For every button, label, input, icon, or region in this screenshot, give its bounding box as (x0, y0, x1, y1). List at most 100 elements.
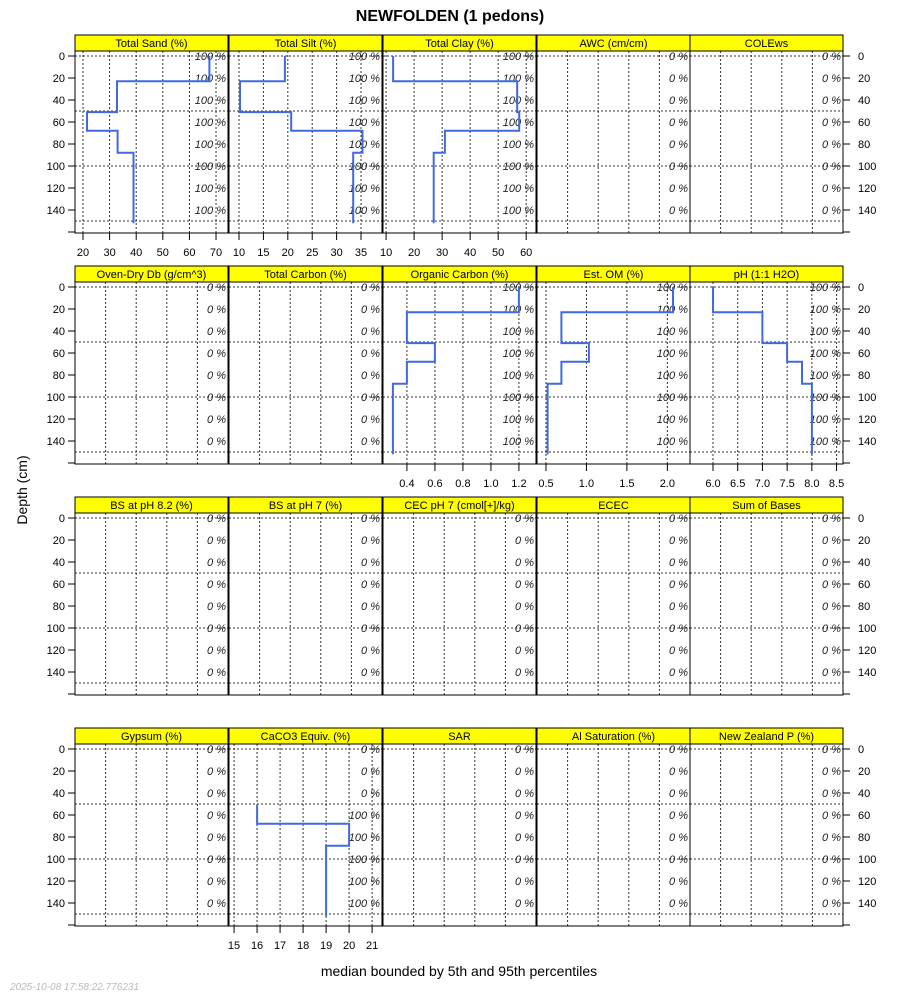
y-tick-label: 60 (53, 117, 65, 129)
y-tick-label: 40 (53, 326, 65, 338)
percent-label: 0 % (207, 513, 226, 525)
percent-label: 100 % (657, 436, 688, 448)
percent-label: 0 % (361, 645, 380, 657)
x-tick-label: 60 (520, 247, 532, 259)
percent-label: 0 % (669, 623, 688, 635)
y-tick-label: 80 (858, 139, 870, 151)
percent-label: 0 % (207, 326, 226, 338)
panel-frame (228, 512, 383, 696)
percent-label: 0 % (515, 898, 534, 910)
y-tick-label: 60 (53, 579, 65, 591)
percent-label: 0 % (669, 161, 688, 173)
percent-label: 0 % (515, 766, 534, 778)
panel-frame (74, 512, 229, 696)
percent-label: 0 % (669, 667, 688, 679)
x-tick-label: 7.0 (755, 478, 770, 490)
percent-label: 0 % (669, 95, 688, 107)
panel-frame (536, 50, 691, 234)
panel-title: SAR (448, 731, 471, 743)
y-tick-label: 80 (858, 601, 870, 613)
panel: Total Clay (%) 10 20 30 40 50 60 100 % 100 % 100 … (380, 34, 537, 259)
percent-label: 0 % (822, 535, 841, 547)
x-tick-label: 17 (274, 940, 286, 952)
percent-label: 0 % (515, 601, 534, 613)
percent-label: 0 % (207, 392, 226, 404)
y-tick-label: 140 (47, 898, 65, 910)
percent-label: 100 % (349, 854, 380, 866)
panel-frame (689, 281, 844, 465)
percent-label: 0 % (822, 876, 841, 888)
y-tick-label: 20 (53, 304, 65, 316)
y-tick-label: 120 (858, 183, 876, 195)
percent-label: 0 % (669, 832, 688, 844)
y-tick-label: 100 (47, 161, 65, 173)
panel-frame (382, 281, 537, 465)
y-tick-label: 140 (47, 436, 65, 448)
percent-label: 0 % (669, 51, 688, 63)
panel-title: ECEC (598, 500, 629, 512)
percent-label: 0 % (669, 854, 688, 866)
panel-title: AWC (cm/cm) (579, 38, 647, 50)
percent-label: 0 % (361, 557, 380, 569)
y-tick-label: 140 (858, 205, 876, 217)
y-tick-label: 140 (47, 205, 65, 217)
median-profile-line (239, 56, 364, 224)
percent-label: 0 % (515, 788, 534, 800)
percent-label: 0 % (207, 645, 226, 657)
percent-label: 0 % (361, 788, 380, 800)
panel-frame (74, 281, 229, 465)
x-tick-label: 21 (366, 940, 378, 952)
percent-label: 0 % (207, 810, 226, 822)
panel: New Zealand P (%) 0 % 0 % 0 % 0 % 0 % 0 % 0 % 0 … (689, 727, 876, 927)
y-tick-label: 40 (858, 95, 870, 107)
percent-label: 0 % (207, 766, 226, 778)
panel: Organic Carbon (%) 0.4 0.6 0.8 1.0 1.2 100 % 10… (382, 265, 537, 490)
percent-label: 0 % (207, 579, 226, 591)
percent-label: 0 % (822, 766, 841, 778)
x-tick-label: 0.5 (538, 478, 553, 490)
x-tick-label: 10 (380, 247, 392, 259)
y-tick-label: 100 (47, 623, 65, 635)
y-axis-label: Depth (cm) (14, 455, 30, 524)
panel-title: COLEws (745, 38, 789, 50)
percent-label: 100 % (503, 95, 534, 107)
percent-label: 0 % (361, 282, 380, 294)
percent-label: 100 % (349, 161, 380, 173)
median-profile-line (392, 56, 521, 224)
percent-label: 0 % (822, 854, 841, 866)
y-tick-label: 120 (47, 183, 65, 195)
y-tick-label: 0 (59, 744, 65, 756)
percent-label: 0 % (361, 623, 380, 635)
x-tick-label: 0.6 (427, 478, 442, 490)
percent-label: 0 % (515, 645, 534, 657)
percent-label: 100 % (810, 348, 841, 360)
percent-label: 0 % (207, 744, 226, 756)
x-tick-label: 8.0 (804, 478, 819, 490)
percent-label: 0 % (207, 667, 226, 679)
percent-label: 0 % (361, 436, 380, 448)
panel-frame (228, 281, 383, 465)
percent-label: 0 % (207, 601, 226, 613)
y-tick-label: 40 (858, 326, 870, 338)
percent-label: 0 % (515, 876, 534, 888)
x-tick-label: 20 (282, 247, 294, 259)
percent-label: 0 % (822, 95, 841, 107)
percent-label: 0 % (669, 183, 688, 195)
percent-label: 0 % (822, 183, 841, 195)
percent-label: 0 % (207, 370, 226, 382)
y-tick-label: 80 (53, 601, 65, 613)
panel: ECEC 0 % 0 % 0 % 0 % 0 % 0 % 0 % 0 % (536, 496, 691, 696)
y-tick-label: 0 (858, 744, 864, 756)
percent-label: 0 % (361, 667, 380, 679)
x-tick-label: 25 (306, 247, 318, 259)
panel-title: CaCO3 Equiv. (%) (261, 731, 351, 743)
median-profile-line (712, 287, 813, 455)
percent-label: 100 % (810, 436, 841, 448)
percent-label: 0 % (822, 51, 841, 63)
percent-label: 100 % (195, 95, 226, 107)
panel: Total Carbon (%) 0 % 0 % 0 % 0 % 0 % 0 % 0 % 0 % (228, 265, 383, 465)
percent-label: 100 % (349, 810, 380, 822)
median-profile-line (546, 287, 674, 455)
percent-label: 100 % (503, 73, 534, 85)
percent-label: 0 % (207, 535, 226, 547)
